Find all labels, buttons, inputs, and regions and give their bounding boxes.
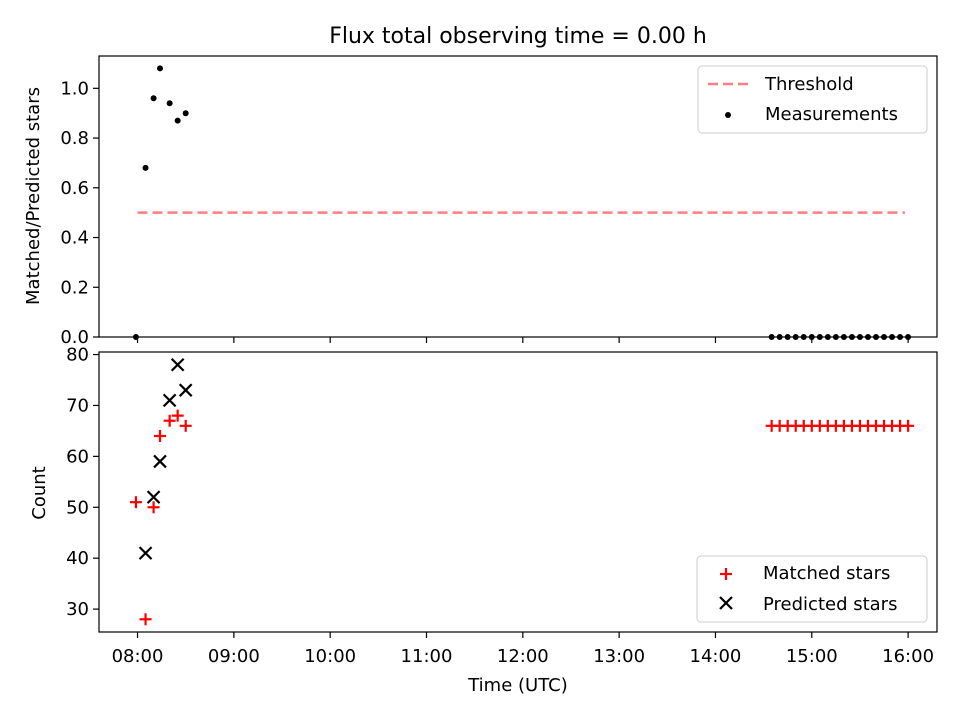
measurement-point xyxy=(182,110,189,117)
bottom-x-ticks: 08:00 09:00 10:00 11:00 12:00 13:00 14:00 15:00… xyxy=(112,632,934,667)
predicted-star-marker xyxy=(170,357,185,372)
bottom-plot-frame xyxy=(98,351,938,633)
top-legend-box xyxy=(697,65,928,134)
predicted-star-marker xyxy=(138,546,153,560)
top-legend: Threshold Measurements xyxy=(697,65,928,134)
matched-star-marker xyxy=(902,419,915,432)
bottom-xtick-label: 13:00 xyxy=(593,646,645,667)
top-y-ticks: 0.0 0.2 0.4 0.6 0.8 1.0 xyxy=(60,78,99,348)
top-ytick-label: 0.8 xyxy=(60,128,89,149)
predicted-star-marker-b xyxy=(170,357,185,372)
bottom-y-ticks: 30 40 50 60 70 80 xyxy=(66,345,99,620)
bottom-legend-box xyxy=(696,555,928,623)
predicted-star-marker-b xyxy=(153,454,167,469)
bottom-xtick-label: 11:00 xyxy=(401,646,453,667)
chart-title: Flux total observing time = 0.00 h xyxy=(329,24,707,49)
bottom-ytick-label: 70 xyxy=(66,395,89,416)
bottom-xtick-label: 16:00 xyxy=(882,646,934,667)
predicted-star-marker-b xyxy=(162,393,177,408)
bottom-xtick-label: 09:00 xyxy=(208,646,260,667)
matched-star-marker xyxy=(129,496,142,509)
bottom-ytick-label: 40 xyxy=(66,548,89,569)
top-ytick-label: 1.0 xyxy=(60,78,89,99)
top-ytick-label: 0.0 xyxy=(60,327,89,348)
top-y-axis-label: Matched/Predicted stars xyxy=(23,87,44,305)
predicted-star-marker xyxy=(178,383,193,397)
predicted-star-marker-b xyxy=(178,383,193,397)
top-ytick-label: 0.4 xyxy=(60,228,89,249)
bottom-ytick-label: 50 xyxy=(66,497,89,518)
measurement-point xyxy=(150,95,157,102)
top-plot-frame xyxy=(98,55,938,338)
top-ytick-label: 0.2 xyxy=(60,277,89,298)
matched-star-marker xyxy=(171,409,184,422)
legend-measurements-swatch xyxy=(725,112,731,118)
bottom-xtick-label: 10:00 xyxy=(304,646,356,667)
measurement-point xyxy=(174,117,181,124)
top-ytick-label: 0.6 xyxy=(60,178,89,199)
bottom-ytick-label: 30 xyxy=(66,599,89,620)
legend-matched-label: Matched stars xyxy=(763,563,890,584)
bottom-xtick-label: 08:00 xyxy=(112,646,164,667)
predicted-star-marker xyxy=(153,454,167,469)
legend-threshold-label: Threshold xyxy=(764,74,854,95)
predicted-star-marker-b xyxy=(146,490,161,504)
count-points xyxy=(129,357,915,626)
matched-star-marker xyxy=(179,419,192,432)
measurement-point xyxy=(142,164,149,171)
bottom-y-axis-label: Count xyxy=(29,466,50,519)
bottom-ytick-label: 80 xyxy=(66,345,89,366)
matched-star-marker xyxy=(154,430,167,442)
measurement-point xyxy=(157,65,164,72)
top-x-ticks xyxy=(136,337,909,343)
bottom-xtick-label: 15:00 xyxy=(786,646,838,667)
matched-star-marker xyxy=(139,613,152,626)
predicted-star-marker xyxy=(146,490,161,504)
legend-predicted-swatch xyxy=(719,596,733,610)
bottom-xtick-label: 14:00 xyxy=(690,646,742,667)
matched-star-marker xyxy=(163,414,176,427)
matched-star-marker xyxy=(147,501,160,514)
bottom-ytick-label: 60 xyxy=(66,446,89,467)
measurement-point xyxy=(166,100,173,107)
predicted-star-marker xyxy=(162,393,177,408)
legend-matched-swatch xyxy=(720,568,732,580)
predicted-star-marker-b xyxy=(138,546,153,560)
bottom-xtick-label: 12:00 xyxy=(497,646,549,667)
legend-predicted-label: Predicted stars xyxy=(763,594,897,615)
x-axis-label: Time (UTC) xyxy=(467,675,568,696)
bottom-legend: Matched stars Predicted stars xyxy=(696,555,928,623)
legend-measurements-label: Measurements xyxy=(765,104,898,125)
